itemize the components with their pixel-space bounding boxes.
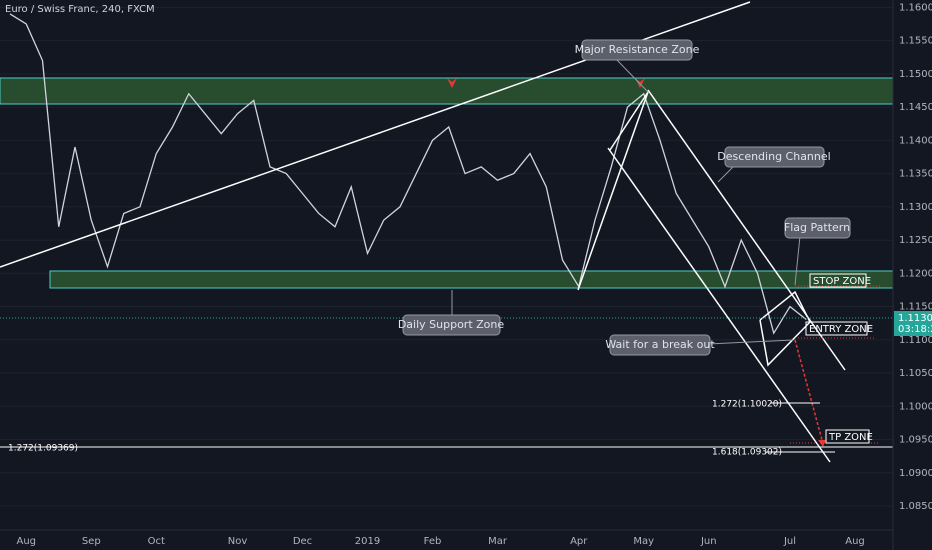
y-tick-label: 1.12500: [899, 235, 932, 246]
axes: 1.16000 1.15500 1.15000 1.14500 1.14000 1.135…: [16, 2, 932, 547]
x-tick-label: Aug: [16, 536, 36, 547]
annotation: ENTRY ZONE: [809, 324, 873, 335]
price-line: [9, 13, 807, 335]
y-tick-label: 1.08500: [899, 501, 932, 512]
x-tick-label: Mar: [488, 536, 508, 547]
target-arrowhead: [818, 440, 826, 447]
x-tick-label: May: [633, 536, 654, 547]
callout-pointer: [717, 164, 736, 183]
callout: [724, 146, 825, 168]
y-tick-label: 1.11000: [899, 335, 932, 346]
callout: [581, 39, 693, 61]
zone-box: [809, 273, 867, 288]
annotation: 1.618(1.09302): [712, 448, 782, 458]
x-tick-label: Sep: [82, 536, 101, 547]
callout: [402, 314, 501, 336]
annotation: Flag Pattern: [784, 221, 850, 234]
callout: [784, 217, 851, 239]
annotation: Wait for a break out: [605, 338, 715, 351]
x-tick-label: Feb: [424, 536, 442, 547]
y-tick-label: 1.13000: [899, 202, 932, 213]
y-tick-label: 1.10500: [899, 368, 932, 379]
callout-pointer: [614, 57, 649, 93]
y-tick-label: 1.16000: [899, 2, 932, 13]
y-tick-label: 1.12000: [899, 268, 932, 279]
channel-upper: [647, 89, 846, 371]
target-arrow: [794, 339, 823, 441]
y-tick-label: 1.13500: [899, 169, 932, 180]
y-tick-label: 1.14000: [899, 135, 932, 146]
y-tick-label: 1.15500: [899, 36, 932, 47]
y-tick-label: 1.09000: [899, 468, 932, 479]
annotation: STOP ZONE: [813, 276, 871, 287]
x-tick-label: Aug: [845, 536, 865, 547]
x-tick-label: Jun: [700, 536, 717, 547]
x-tick-label: Jul: [783, 536, 796, 547]
y-tick-label: 1.15000: [899, 69, 932, 80]
price-label-box: [894, 311, 932, 336]
plot: [9, 13, 807, 335]
y-tick-label: 1.10000: [899, 401, 932, 412]
callout-pointer: [794, 235, 801, 286]
x-tick-label: Nov: [228, 536, 248, 547]
annotation: 1.272(1.09369): [8, 444, 78, 454]
support-zone: [49, 270, 894, 289]
y-tick-label: 1.09500: [899, 435, 932, 446]
annotation: TP ZONE: [828, 432, 873, 443]
red-arrow: [447, 78, 457, 88]
annotation: Descending Channel: [717, 150, 830, 163]
chart-title: Euro / Swiss Franc, 240, FXCM: [5, 4, 155, 15]
annotation: 1.272(1.10020): [712, 400, 782, 410]
callout-pointer: [707, 339, 794, 345]
annotation: Major Resistance Zone: [575, 43, 700, 56]
callout: [609, 334, 711, 356]
x-tick-label: Apr: [570, 536, 588, 547]
x-tick-label: Dec: [293, 536, 312, 547]
resistance-zone: [0, 77, 894, 105]
last-price: 1.11306: [898, 313, 932, 324]
x-tick-label: 2019: [355, 536, 380, 547]
annotation: Daily Support Zone: [398, 318, 505, 331]
zone-box: [825, 429, 870, 444]
y-tick-label: 1.11500: [899, 302, 932, 313]
y-tick-label: 1.14500: [899, 102, 932, 113]
channel-lower: [607, 147, 831, 463]
x-tick-label: Oct: [148, 536, 165, 547]
countdown: 03:18:20: [898, 324, 932, 335]
zone-box: [805, 321, 868, 336]
